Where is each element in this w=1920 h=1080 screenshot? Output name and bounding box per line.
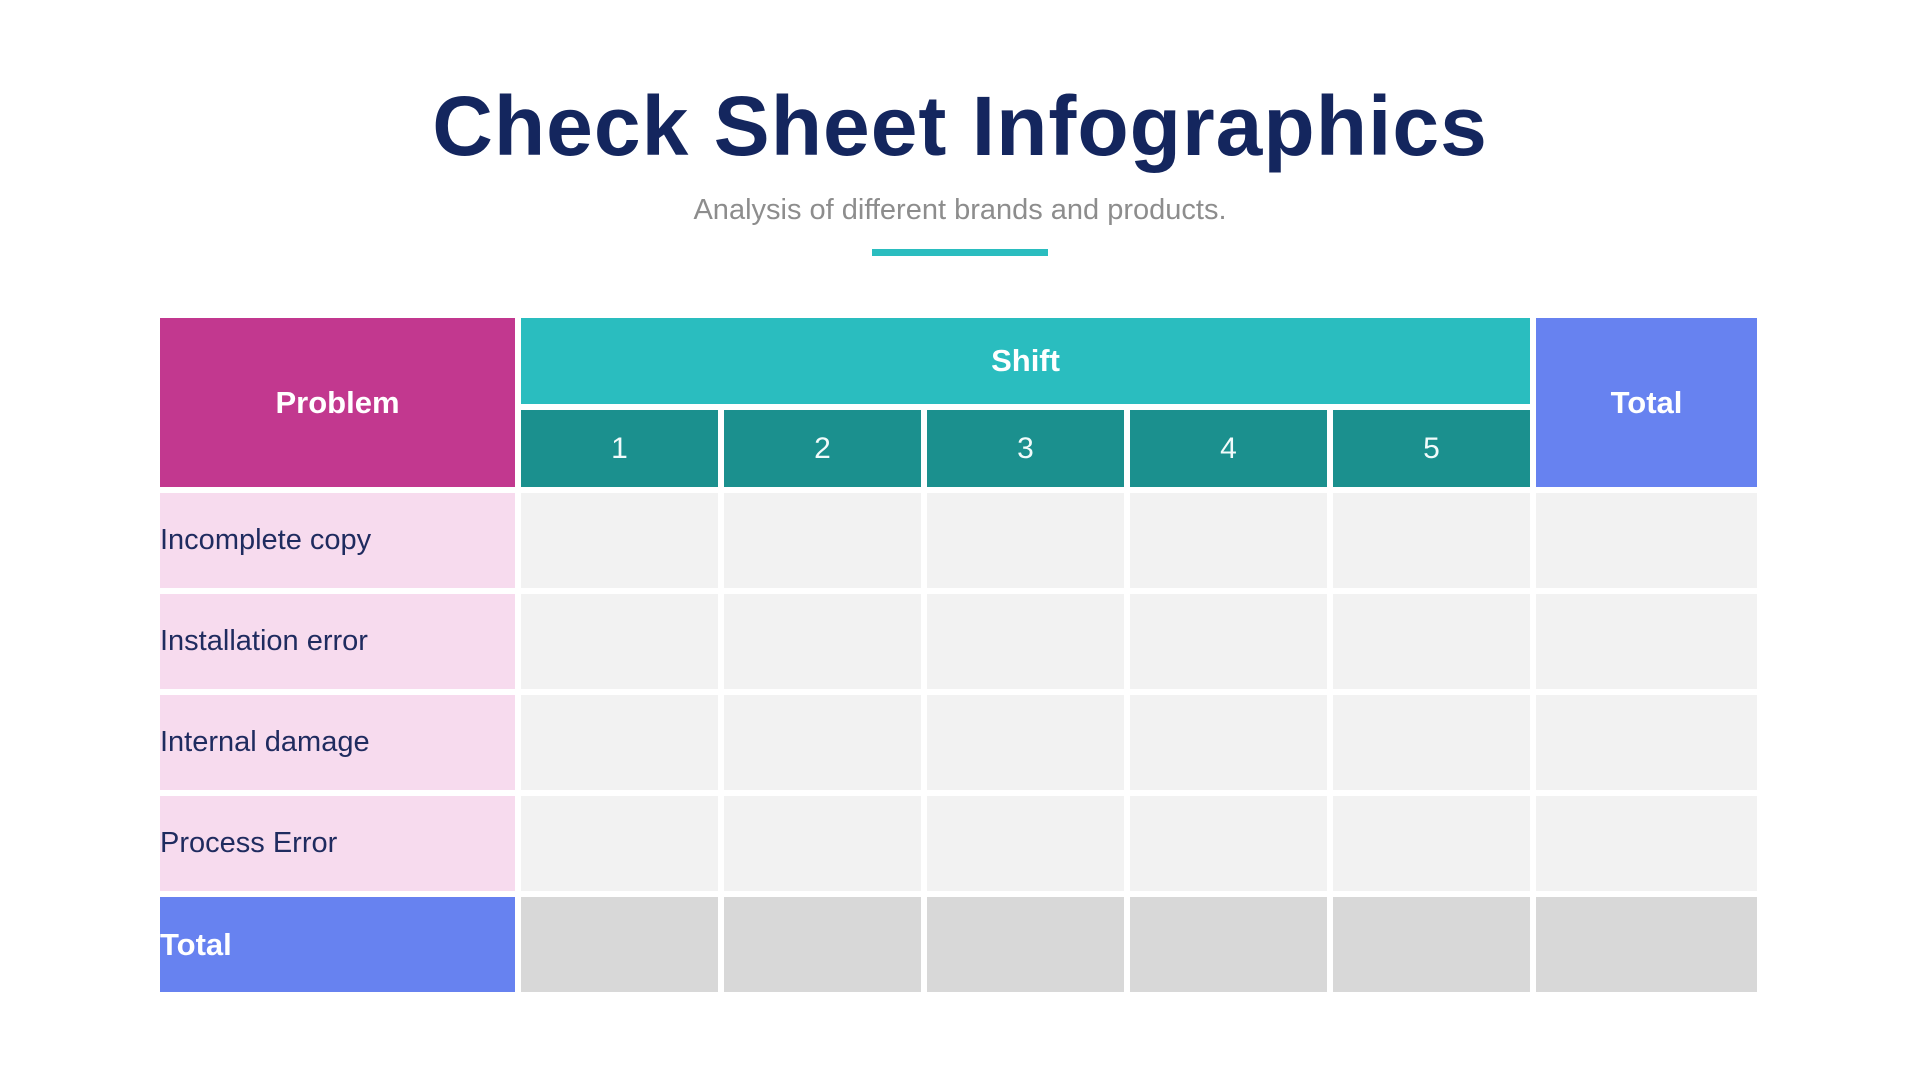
data-cell — [1130, 695, 1327, 790]
row-label: Installation error — [160, 594, 515, 689]
data-cell — [1333, 493, 1531, 588]
page-subtitle: Analysis of different brands and product… — [693, 194, 1227, 226]
data-cell — [724, 796, 921, 891]
data-cell — [927, 796, 1124, 891]
data-cell — [521, 594, 718, 689]
data-cell — [521, 796, 718, 891]
table-row-installation-error: Installation error — [160, 594, 1758, 689]
data-cell — [724, 493, 921, 588]
shift-5-header: 5 — [1333, 410, 1531, 487]
data-cell — [1333, 695, 1531, 790]
data-cell — [1333, 594, 1531, 689]
data-cell — [1130, 796, 1327, 891]
data-cell — [927, 695, 1124, 790]
data-cell — [927, 594, 1124, 689]
page-title: Check Sheet Infographics — [432, 79, 1488, 173]
total-column-header: Total — [1536, 318, 1758, 487]
row-label: Internal damage — [160, 695, 515, 790]
row-total-cell — [1536, 493, 1758, 588]
row-total-cell — [1536, 594, 1758, 689]
total-cell — [724, 897, 921, 992]
total-row-label: Total — [160, 897, 515, 992]
data-cell — [521, 493, 718, 588]
row-label: Process Error — [160, 796, 515, 891]
table-row-incomplete-copy: Incomplete copy — [160, 493, 1758, 588]
data-cell — [724, 594, 921, 689]
row-label: Incomplete copy — [160, 493, 515, 588]
problem-column-header: Problem — [160, 318, 515, 487]
data-cell — [1333, 796, 1531, 891]
data-cell — [927, 493, 1124, 588]
total-row: Total — [160, 897, 1758, 992]
shift-2-header: 2 — [724, 410, 921, 487]
table-row-process-error: Process Error — [160, 796, 1758, 891]
shift-subheader-row: 1 2 3 4 5 — [160, 410, 1757, 487]
shift-1-header: 1 — [521, 410, 718, 487]
shift-group-header: Shift — [521, 318, 1531, 404]
total-cell — [1333, 897, 1531, 992]
data-cell — [724, 695, 921, 790]
total-cell — [1130, 897, 1327, 992]
row-total-cell — [1536, 796, 1758, 891]
total-cell — [927, 897, 1124, 992]
data-cell — [1130, 594, 1327, 689]
header-row: Problem Shift Total — [160, 318, 1758, 487]
check-sheet-table: Problem Shift Total 1 2 3 4 5 Incomplete… — [154, 312, 1763, 998]
shift-3-header: 3 — [927, 410, 1124, 487]
table-row-internal-damage: Internal damage — [160, 695, 1758, 790]
title-divider — [872, 249, 1048, 256]
shift-4-header: 4 — [1130, 410, 1327, 487]
row-total-cell — [1536, 695, 1758, 790]
data-cell — [521, 695, 718, 790]
total-cell — [521, 897, 718, 992]
data-cell — [1130, 493, 1327, 588]
grand-total-cell — [1536, 897, 1758, 992]
